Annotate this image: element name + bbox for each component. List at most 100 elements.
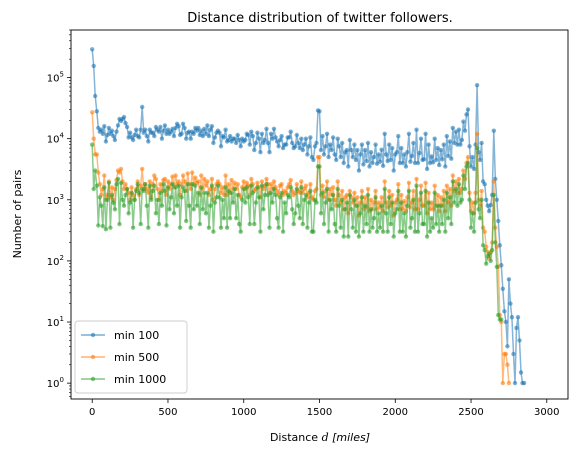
data-point [90,110,95,115]
data-point [373,142,378,147]
y-tick-label: 101 [47,315,64,329]
data-point [340,140,345,146]
data-point [347,188,352,194]
data-point [484,197,489,202]
data-point [212,200,218,205]
data-point [461,173,466,178]
data-point [303,192,309,198]
data-point [501,0,505,2]
data-point [387,195,392,200]
data-point [220,185,225,190]
data-point [152,183,157,188]
data-point [367,229,372,234]
data-point [352,197,357,202]
data-point [421,157,427,162]
data-point [470,154,475,160]
data-point [361,229,366,234]
data-point [121,114,127,120]
data-point [300,147,305,153]
data-point [262,137,268,143]
data-point [308,188,313,194]
data-point [197,221,202,227]
data-point [377,159,383,164]
data-point [430,160,436,165]
data-point [306,200,312,205]
data-point [405,150,410,155]
data-point [202,176,207,182]
data-point [456,127,462,132]
data-point [250,190,255,195]
data-point [221,135,227,140]
data-point [130,137,136,143]
data-point [150,188,155,194]
data-point [321,152,327,157]
data-point [482,229,487,234]
data-point [465,154,471,160]
data-point [473,200,478,205]
data-point [229,190,234,195]
data-point [430,225,436,230]
data-point [288,185,293,190]
data-point [91,136,96,141]
data-point [184,136,189,141]
x-axis: 0 500 1000 1500 2000 2500 3000 [89,399,560,418]
data-point [177,225,183,230]
data-point [480,243,486,248]
data-point [124,124,130,130]
legend-swatch-marker [90,332,96,338]
data-point [330,135,336,140]
data-point [367,164,372,169]
data-point [223,173,228,178]
data-point [468,225,474,230]
data-point [294,182,299,187]
data-point [273,135,278,140]
data-point [200,133,205,139]
y-tick-exponent: 5 [60,71,64,79]
data-point [503,351,509,357]
data-point [155,186,160,192]
x-tick-label: 2000 [383,407,408,418]
data-point [118,180,124,185]
data-point [377,225,383,230]
data-point [185,171,190,176]
data-point [443,164,448,169]
data-point [267,150,272,155]
y-tick-exponent: 4 [60,132,65,140]
data-point [102,124,107,129]
data-point [474,131,480,136]
data-point [359,195,365,200]
data-point [227,133,233,139]
data-point [100,224,106,229]
data-point [320,183,325,188]
data-point [93,168,98,173]
data-point [449,221,454,227]
data-point [108,225,113,230]
data-point [539,0,543,2]
data-point [220,197,225,202]
data-point [276,225,281,230]
data-point [162,123,168,128]
data-point [290,140,295,146]
data-point [391,234,396,239]
data-point [224,225,230,230]
data-point [355,195,360,200]
data-point [93,93,98,99]
series-0 [90,0,543,386]
data-point [259,183,265,188]
data-point [344,200,349,205]
data-point [479,140,484,146]
data-point [112,137,118,143]
data-point [326,154,331,160]
data-point [137,135,142,140]
data-point [523,0,527,2]
data-point [247,221,252,227]
data-point [394,150,399,155]
data-point [140,104,145,110]
data-point [491,179,496,184]
data-point [499,317,504,322]
chart-title: Distance distribution of twitter followe… [187,11,452,26]
data-point [146,139,151,144]
data-point [370,225,375,230]
data-point [513,0,517,2]
data-point [427,229,433,234]
